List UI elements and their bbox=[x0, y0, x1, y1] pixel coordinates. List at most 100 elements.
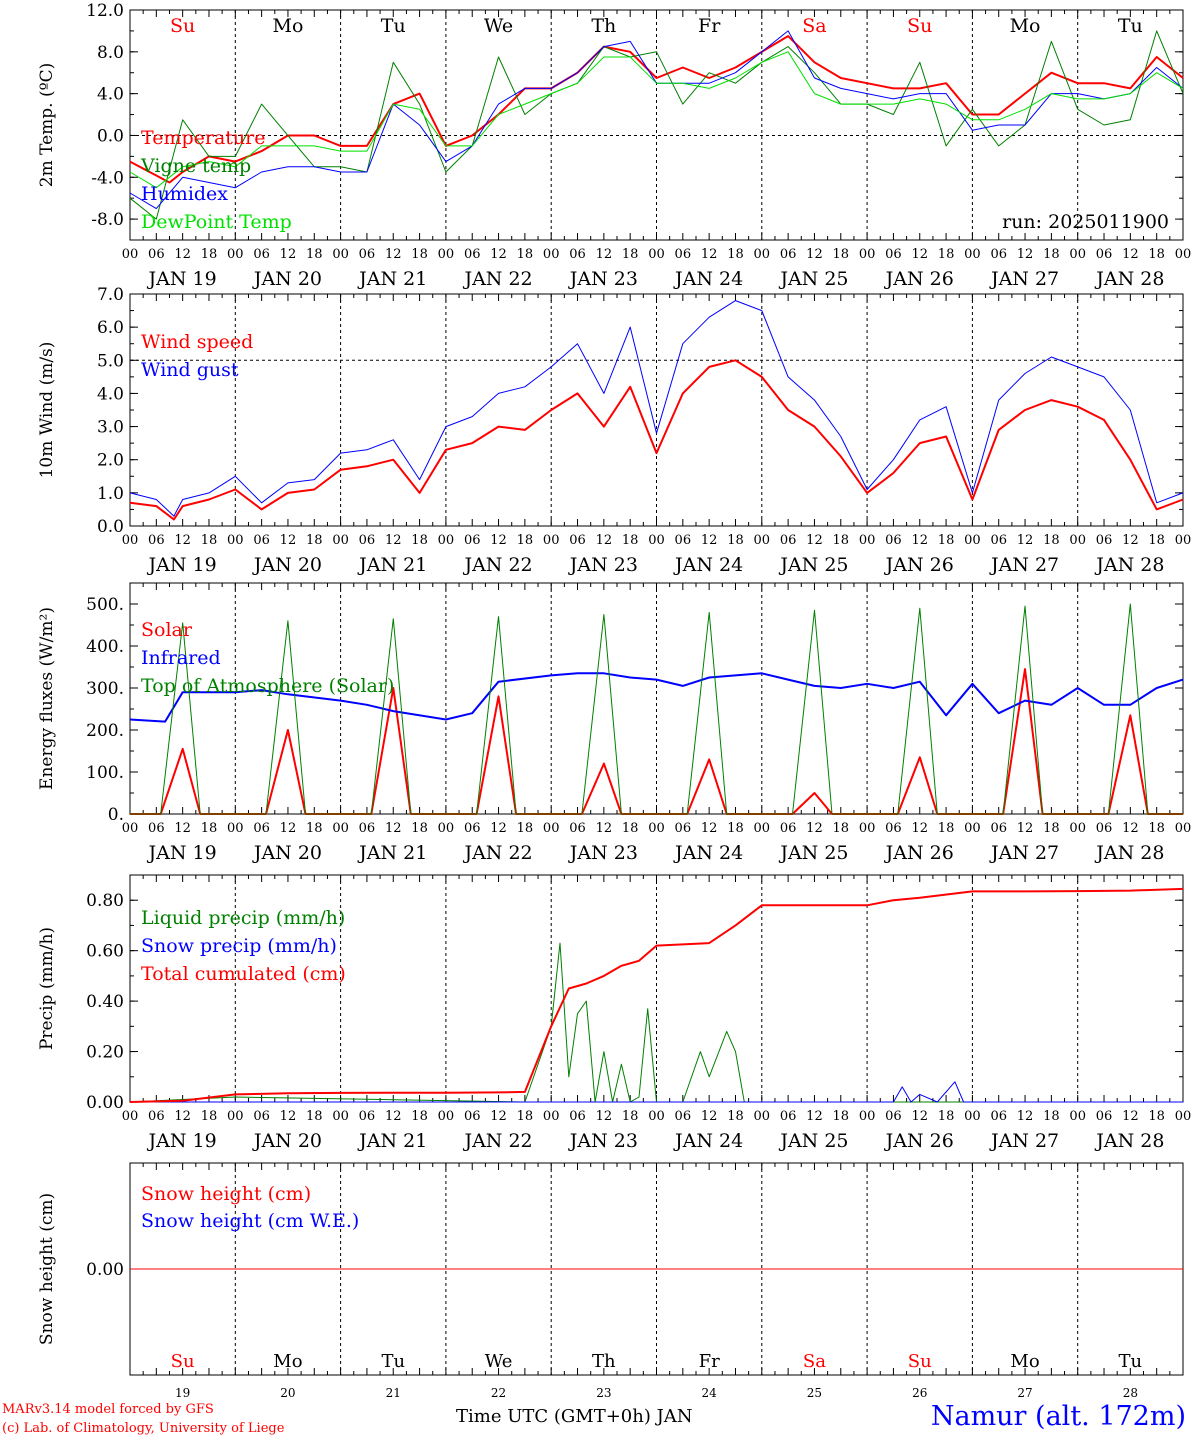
day-number: 23 bbox=[596, 1386, 611, 1400]
y-tick-label: 4.0 bbox=[97, 85, 124, 105]
y-tick-label: 500. bbox=[86, 595, 124, 615]
y-tick-label: 6.0 bbox=[97, 318, 124, 338]
date-label: JAN 21 bbox=[357, 268, 427, 290]
hour-label: 18 bbox=[938, 1109, 955, 1124]
hour-label: 06 bbox=[780, 533, 797, 548]
legend-entry: Vigne temp bbox=[140, 155, 251, 177]
y-tick-label: 0.20 bbox=[86, 1043, 124, 1063]
hour-label: 12 bbox=[806, 533, 823, 548]
hour-label: 06 bbox=[569, 533, 586, 548]
hour-label: 00 bbox=[754, 533, 771, 548]
station-name: Namur (alt. 172m) bbox=[930, 1401, 1186, 1432]
hour-label: 18 bbox=[1043, 533, 1060, 548]
date-label: JAN 27 bbox=[989, 1130, 1059, 1152]
hour-label: 18 bbox=[727, 821, 744, 836]
hour-label: 06 bbox=[990, 1109, 1007, 1124]
hour-label: 00 bbox=[438, 1109, 455, 1124]
day-number: 20 bbox=[280, 1386, 295, 1400]
hour-label: 18 bbox=[517, 533, 534, 548]
y-tick-label: 1.0 bbox=[97, 484, 124, 504]
legend-entry: DewPoint Temp bbox=[141, 211, 292, 233]
hour-label: 18 bbox=[306, 533, 323, 548]
y-tick-label: 0.80 bbox=[86, 891, 124, 911]
y-tick-label: -8.0 bbox=[91, 210, 124, 230]
legend-entry: Snow height (cm W.E.) bbox=[141, 1210, 359, 1232]
legend-entry: Snow height (cm) bbox=[141, 1183, 311, 1205]
hour-label: 12 bbox=[385, 247, 402, 262]
hour-label: 12 bbox=[596, 247, 613, 262]
date-label: JAN 21 bbox=[357, 1130, 427, 1152]
date-label: JAN 24 bbox=[673, 842, 743, 864]
date-label: JAN 20 bbox=[252, 842, 322, 864]
hour-label: 00 bbox=[1069, 821, 1086, 836]
date-label: JAN 21 bbox=[357, 554, 427, 576]
hour-label: 12 bbox=[911, 247, 928, 262]
y-tick-label: 0.0 bbox=[97, 517, 124, 537]
hour-label: 06 bbox=[464, 533, 481, 548]
day-name: Tu bbox=[1118, 15, 1143, 37]
hour-label: 06 bbox=[359, 247, 376, 262]
date-label: JAN 27 bbox=[989, 268, 1059, 290]
date-label: JAN 24 bbox=[673, 554, 743, 576]
series-line bbox=[129, 672, 1184, 723]
hour-label: 00 bbox=[122, 821, 139, 836]
hour-label: 00 bbox=[543, 821, 560, 836]
hour-label: 18 bbox=[201, 821, 218, 836]
date-label: JAN 25 bbox=[778, 268, 848, 290]
y-tick-label: 100. bbox=[86, 763, 124, 783]
hour-label: 12 bbox=[280, 533, 297, 548]
y-axis-label: Precip (mm/h) bbox=[37, 927, 57, 1050]
day-number: 24 bbox=[702, 1386, 718, 1400]
series-line bbox=[129, 942, 1183, 1103]
series-line bbox=[130, 603, 1183, 815]
hour-label: 18 bbox=[306, 821, 323, 836]
hour-label: 00 bbox=[1069, 533, 1086, 548]
hour-label: 18 bbox=[411, 247, 428, 262]
legend-entry: Wind speed bbox=[141, 331, 253, 353]
day-name: Su bbox=[171, 1351, 195, 1372]
date-label: JAN 28 bbox=[1094, 842, 1164, 864]
hour-label: 06 bbox=[253, 821, 270, 836]
hour-label: 00 bbox=[648, 1109, 665, 1124]
hour-label: 12 bbox=[1122, 821, 1139, 836]
y-tick-label: 0.40 bbox=[86, 992, 124, 1012]
day-name: Fr bbox=[698, 15, 721, 37]
hour-label: 18 bbox=[1043, 247, 1060, 262]
hour-label: 00 bbox=[122, 1109, 139, 1124]
day-name: Mo bbox=[272, 15, 303, 37]
hour-label: 12 bbox=[1017, 533, 1034, 548]
date-label: JAN 20 bbox=[252, 554, 322, 576]
date-label: JAN 28 bbox=[1094, 1130, 1164, 1152]
hour-label: 12 bbox=[806, 247, 823, 262]
hour-label: 06 bbox=[885, 247, 902, 262]
day-name: Mo bbox=[273, 1351, 302, 1372]
hour-label: 00 bbox=[648, 247, 665, 262]
hour-label: 06 bbox=[148, 821, 165, 836]
y-tick-label: 8.0 bbox=[97, 43, 124, 63]
hour-label: 12 bbox=[280, 821, 297, 836]
hour-label: 06 bbox=[780, 247, 797, 262]
hour-label: 18 bbox=[1148, 1109, 1165, 1124]
hour-label: 18 bbox=[833, 247, 850, 262]
hour-label: 00 bbox=[332, 1109, 349, 1124]
y-tick-label: 5.0 bbox=[97, 351, 124, 371]
hour-label: 00 bbox=[332, 533, 349, 548]
hour-label: 06 bbox=[464, 247, 481, 262]
hour-label: 06 bbox=[1096, 247, 1113, 262]
hour-label: 12 bbox=[490, 247, 507, 262]
hour-label: 12 bbox=[911, 1109, 928, 1124]
hour-label: 18 bbox=[727, 247, 744, 262]
hour-label: 06 bbox=[885, 533, 902, 548]
date-label: JAN 26 bbox=[884, 554, 954, 576]
date-label: JAN 20 bbox=[252, 1130, 322, 1152]
hour-label: 18 bbox=[201, 533, 218, 548]
date-label: JAN 27 bbox=[989, 842, 1059, 864]
hour-label: 00 bbox=[964, 821, 981, 836]
hour-label: 06 bbox=[148, 533, 165, 548]
hour-label: 06 bbox=[675, 1109, 692, 1124]
date-label: JAN 23 bbox=[568, 1130, 638, 1152]
date-label: JAN 19 bbox=[147, 268, 217, 290]
hour-label: 12 bbox=[174, 1109, 191, 1124]
hour-label: 00 bbox=[648, 533, 665, 548]
hour-label: 18 bbox=[938, 533, 955, 548]
